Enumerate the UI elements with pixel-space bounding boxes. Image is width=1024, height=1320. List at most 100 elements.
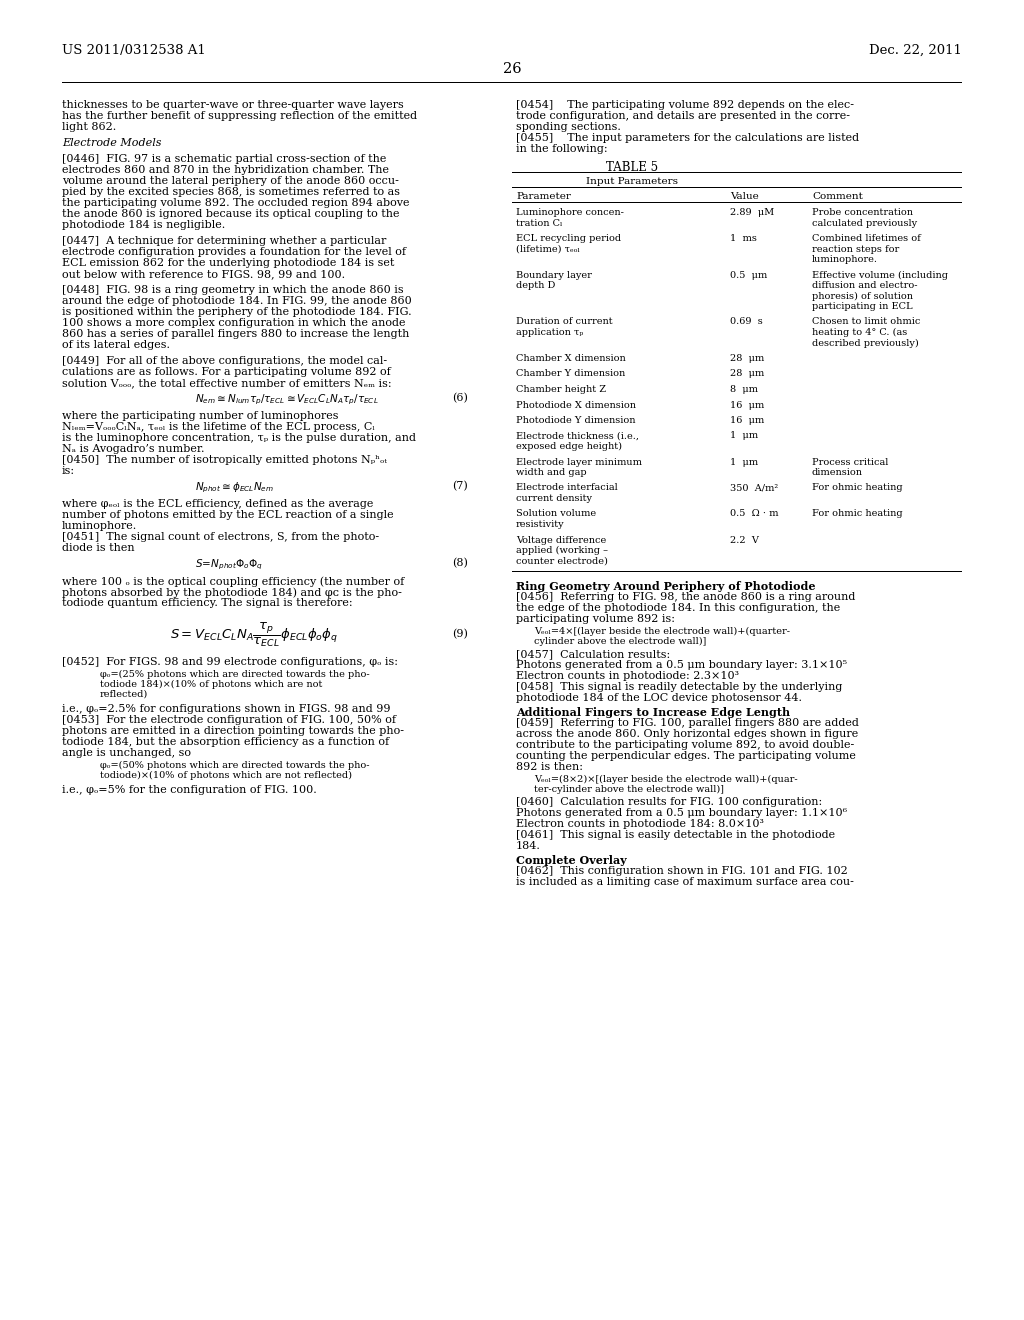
Text: across the anode 860. Only horizontal edges shown in figure: across the anode 860. Only horizontal ed… (516, 729, 858, 739)
Text: [0452]  For FIGS. 98 and 99 electrode configurations, φₒ is:: [0452] For FIGS. 98 and 99 electrode con… (62, 657, 398, 667)
Text: US 2011/0312538 A1: US 2011/0312538 A1 (62, 44, 206, 57)
Text: Electrode interfacial: Electrode interfacial (516, 483, 617, 492)
Text: [0459]  Referring to FIG. 100, parallel fingers 880 are added: [0459] Referring to FIG. 100, parallel f… (516, 718, 859, 729)
Text: 0.69  s: 0.69 s (730, 318, 763, 326)
Text: of its lateral edges.: of its lateral edges. (62, 341, 170, 350)
Text: heating to 4° C. (as: heating to 4° C. (as (812, 327, 907, 337)
Text: Photodiode Y dimension: Photodiode Y dimension (516, 416, 636, 425)
Text: reflected): reflected) (100, 690, 148, 700)
Text: trode configuration, and details are presented in the corre-: trode configuration, and details are pre… (516, 111, 850, 121)
Text: resistivity: resistivity (516, 520, 564, 529)
Text: ECL recycling period: ECL recycling period (516, 234, 622, 243)
Text: Solution volume: Solution volume (516, 510, 596, 519)
Text: participating in ECL: participating in ECL (812, 302, 912, 312)
Text: has the further benefit of suppressing reflection of the emitted: has the further benefit of suppressing r… (62, 111, 417, 121)
Text: Additional Fingers to Increase Edge Length: Additional Fingers to Increase Edge Leng… (516, 708, 791, 718)
Text: Complete Overlay: Complete Overlay (516, 855, 627, 866)
Text: todiode 184, but the absorption efficiency as a function of: todiode 184, but the absorption efficien… (62, 737, 389, 747)
Text: in the following:: in the following: (516, 144, 607, 154)
Text: Nₗₑₘ=VₒₒₒCₗNₐ, τₑₒₗ is the lifetime of the ECL process, Cₗ: Nₗₑₘ=VₒₒₒCₗNₐ, τₑₒₗ is the lifetime of t… (62, 422, 375, 432)
Text: 28  μm: 28 μm (730, 354, 764, 363)
Text: todiode 184)×(10% of photons which are not: todiode 184)×(10% of photons which are n… (100, 680, 323, 689)
Text: For ohmic heating: For ohmic heating (812, 510, 902, 519)
Text: 892 is then:: 892 is then: (516, 762, 583, 772)
Text: For ohmic heating: For ohmic heating (812, 483, 902, 492)
Text: (7): (7) (452, 480, 468, 491)
Text: around the edge of photodiode 184. In FIG. 99, the anode 860: around the edge of photodiode 184. In FI… (62, 296, 412, 306)
Text: dimension: dimension (812, 469, 863, 477)
Text: 184.: 184. (516, 841, 541, 851)
Text: is the luminophore concentration, τₚ is the pulse duration, and: is the luminophore concentration, τₚ is … (62, 433, 416, 444)
Text: Vₑₒₗ=4×[(layer beside the electrode wall)+(quarter-: Vₑₒₗ=4×[(layer beside the electrode wall… (534, 627, 790, 636)
Text: [0449]  For all of the above configurations, the model cal-: [0449] For all of the above configuratio… (62, 356, 387, 366)
Text: Luminophore concen-: Luminophore concen- (516, 209, 624, 216)
Text: Combined lifetimes of: Combined lifetimes of (812, 234, 921, 243)
Text: 860 has a series of parallel fingers 880 to increase the length: 860 has a series of parallel fingers 880… (62, 329, 410, 339)
Text: Ring Geometry Around Periphery of Photodiode: Ring Geometry Around Periphery of Photod… (516, 581, 815, 591)
Text: pied by the excited species 868, is sometimes referred to as: pied by the excited species 868, is some… (62, 187, 400, 197)
Text: is:: is: (62, 466, 75, 477)
Text: Comment: Comment (812, 191, 863, 201)
Text: depth D: depth D (516, 281, 555, 290)
Text: Electrode layer minimum: Electrode layer minimum (516, 458, 642, 466)
Text: i.e., φₒ=5% for the configuration of FIG. 100.: i.e., φₒ=5% for the configuration of FIG… (62, 785, 316, 795)
Text: 1  μm: 1 μm (730, 432, 758, 441)
Text: 26: 26 (503, 62, 521, 77)
Text: volume around the lateral periphery of the anode 860 occu-: volume around the lateral periphery of t… (62, 176, 399, 186)
Text: luminophore.: luminophore. (62, 521, 137, 531)
Text: [0454]    The participating volume 892 depends on the elec-: [0454] The participating volume 892 depe… (516, 100, 854, 110)
Text: $N_{phot}$$\cong$$\phi_{ECL}N_{em}$: $N_{phot}$$\cong$$\phi_{ECL}N_{em}$ (195, 480, 274, 495)
Text: 8  μm: 8 μm (730, 385, 758, 393)
Text: the edge of the photodiode 184. In this configuration, the: the edge of the photodiode 184. In this … (516, 603, 841, 612)
Text: described previously): described previously) (812, 338, 919, 347)
Text: [0457]  Calculation results:: [0457] Calculation results: (516, 649, 671, 659)
Text: culations are as follows. For a participating volume 892 of: culations are as follows. For a particip… (62, 367, 391, 378)
Text: photodiode 184 of the LOC device photosensor 44.: photodiode 184 of the LOC device photose… (516, 693, 802, 704)
Text: ECL emission 862 for the underlying photodiode 184 is set: ECL emission 862 for the underlying phot… (62, 257, 394, 268)
Text: (9): (9) (452, 630, 468, 639)
Text: contribute to the participating volume 892, to avoid double-: contribute to the participating volume 8… (516, 741, 854, 750)
Text: Electrode Models: Electrode Models (62, 139, 162, 148)
Text: Parameter: Parameter (516, 191, 570, 201)
Text: [0458]  This signal is readily detectable by the underlying: [0458] This signal is readily detectable… (516, 682, 843, 692)
Text: Chamber X dimension: Chamber X dimension (516, 354, 626, 363)
Text: counting the perpendicular edges. The participating volume: counting the perpendicular edges. The pa… (516, 751, 856, 762)
Text: [0451]  The signal count of electrons, S, from the photo-: [0451] The signal count of electrons, S,… (62, 532, 379, 543)
Text: electrodes 860 and 870 in the hybridization chamber. The: electrodes 860 and 870 in the hybridizat… (62, 165, 389, 176)
Text: width and gap: width and gap (516, 469, 587, 477)
Text: [0461]  This signal is easily detectable in the photodiode: [0461] This signal is easily detectable … (516, 830, 836, 840)
Text: sponding sections.: sponding sections. (516, 121, 621, 132)
Text: reaction steps for: reaction steps for (812, 244, 899, 253)
Text: [0453]  For the electrode configuration of FIG. 100, 50% of: [0453] For the electrode configuration o… (62, 715, 396, 725)
Text: Input Parameters: Input Parameters (586, 177, 678, 186)
Text: Dec. 22, 2011: Dec. 22, 2011 (869, 44, 962, 57)
Text: diffusion and electro-: diffusion and electro- (812, 281, 918, 290)
Text: [0446]  FIG. 97 is a schematic partial cross-section of the: [0446] FIG. 97 is a schematic partial cr… (62, 154, 386, 164)
Text: light 862.: light 862. (62, 121, 117, 132)
Text: ter-cylinder above the electrode wall)]: ter-cylinder above the electrode wall)] (534, 785, 724, 795)
Text: Photons generated from a 0.5 μm boundary layer: 3.1×10⁵: Photons generated from a 0.5 μm boundary… (516, 660, 847, 671)
Text: application τₚ: application τₚ (516, 327, 584, 337)
Text: exposed edge height): exposed edge height) (516, 442, 622, 451)
Text: electrode configuration provides a foundation for the level of: electrode configuration provides a found… (62, 247, 406, 257)
Text: calculated previously: calculated previously (812, 219, 918, 227)
Text: [0462]  This configuration shown in FIG. 101 and FIG. 102: [0462] This configuration shown in FIG. … (516, 866, 848, 876)
Text: solution Vₒₒₒ, the total effective number of emitters Nₑₘ is:: solution Vₒₒₒ, the total effective numbe… (62, 378, 391, 388)
Text: where the participating number of luminophores: where the participating number of lumino… (62, 411, 339, 421)
Text: [0448]  FIG. 98 is a ring geometry in which the anode 860 is: [0448] FIG. 98 is a ring geometry in whi… (62, 285, 403, 294)
Text: thicknesses to be quarter-wave or three-quarter wave layers: thicknesses to be quarter-wave or three-… (62, 100, 403, 110)
Text: Nₐ is Avogadro’s number.: Nₐ is Avogadro’s number. (62, 444, 205, 454)
Text: Boundary layer: Boundary layer (516, 271, 592, 280)
Text: Electron counts in photodiode 184: 8.0×10³: Electron counts in photodiode 184: 8.0×1… (516, 818, 764, 829)
Text: where φₑₒₗ is the ECL efficiency, defined as the average: where φₑₒₗ is the ECL efficiency, define… (62, 499, 374, 510)
Text: [0447]  A technique for determining whether a particular: [0447] A technique for determining wheth… (62, 236, 386, 246)
Text: [0456]  Referring to FIG. 98, the anode 860 is a ring around: [0456] Referring to FIG. 98, the anode 8… (516, 591, 855, 602)
Text: [0460]  Calculation results for FIG. 100 configuration:: [0460] Calculation results for FIG. 100 … (516, 797, 822, 807)
Text: $N_{em}$$\cong$$N_{lum}\tau_p/\tau_{ECL}$$\cong$$V_{ECL}C_LN_A\tau_p/\tau_{ECL}$: $N_{em}$$\cong$$N_{lum}\tau_p/\tau_{ECL}… (195, 393, 379, 408)
Text: 16  μm: 16 μm (730, 400, 764, 409)
Text: Chamber height Z: Chamber height Z (516, 385, 606, 393)
Text: $S = V_{ECL}C_LN_A\dfrac{\tau_p}{\tau_{ECL}}\phi_{ECL}\phi_o\phi_q$: $S = V_{ECL}C_LN_A\dfrac{\tau_p}{\tau_{E… (170, 620, 338, 649)
Text: Voltage difference: Voltage difference (516, 536, 606, 545)
Text: (lifetime) τₑₒₗ: (lifetime) τₑₒₗ (516, 244, 580, 253)
Text: is included as a limiting case of maximum surface area cou-: is included as a limiting case of maximu… (516, 876, 854, 887)
